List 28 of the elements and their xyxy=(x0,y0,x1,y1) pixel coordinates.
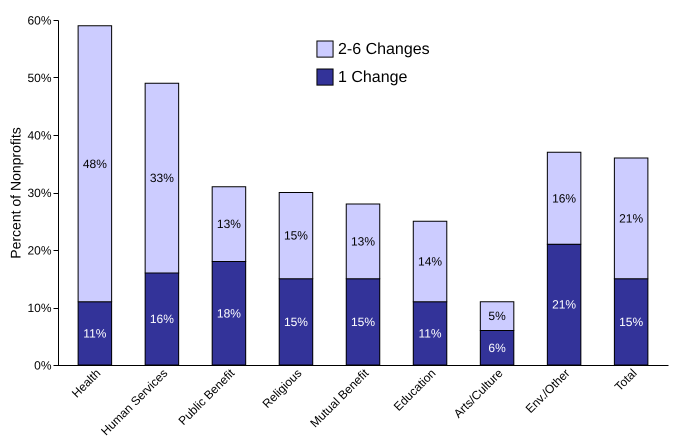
data-label: 48% xyxy=(82,156,108,171)
data-label: 33% xyxy=(150,171,174,186)
y-tick-label: 60% xyxy=(27,14,52,28)
data-label: 11% xyxy=(418,326,442,340)
y-tick-label: 10% xyxy=(27,301,52,315)
data-label: 21% xyxy=(552,298,576,312)
data-label: 13% xyxy=(216,217,242,232)
data-label: 6% xyxy=(488,340,506,355)
data-label: 15% xyxy=(284,228,308,243)
data-label: 21% xyxy=(619,211,644,226)
y-tick-label: 0% xyxy=(34,358,52,372)
data-label: 5% xyxy=(488,309,506,324)
y-tick-label: 30% xyxy=(27,186,52,200)
data-label: 14% xyxy=(418,254,442,268)
y-axis-title: Percent of Nonprofits xyxy=(7,127,24,259)
legend-label: 1 Change xyxy=(338,69,408,86)
y-tick-label: 40% xyxy=(27,128,52,142)
data-label: 15% xyxy=(619,314,644,329)
legend-label: 2-6 Changes xyxy=(338,41,430,58)
data-label: 16% xyxy=(552,191,576,206)
data-label: 13% xyxy=(350,234,376,248)
data-label: 16% xyxy=(150,312,174,326)
data-label: 11% xyxy=(83,326,107,340)
y-tick-label: 50% xyxy=(27,71,52,85)
data-label: 18% xyxy=(216,306,242,320)
data-label: 15% xyxy=(284,314,308,329)
y-tick-label: 20% xyxy=(27,244,52,258)
data-label: 15% xyxy=(350,314,376,329)
